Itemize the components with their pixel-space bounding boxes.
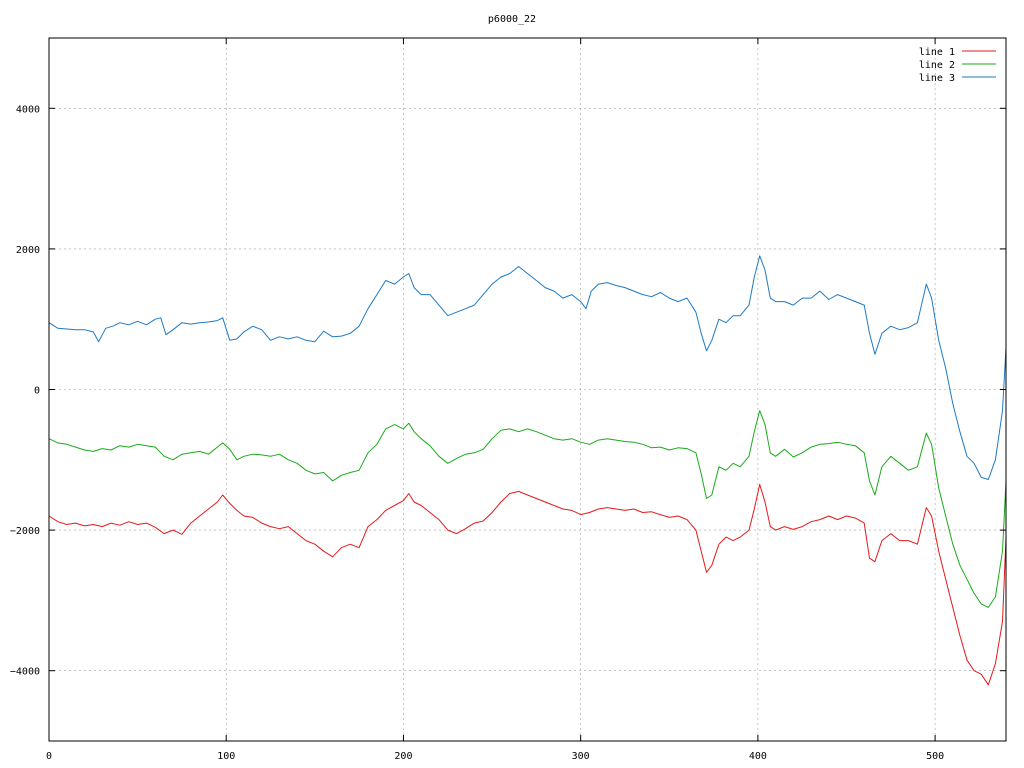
series-line-2 xyxy=(48,410,1007,608)
x-tick-label: 400 xyxy=(749,751,767,762)
legend-label-1: line 1 xyxy=(919,47,955,58)
chart-title: p6000_22 xyxy=(488,14,536,25)
series-line-3 xyxy=(48,255,1007,480)
legend: line 1 line 2 line 3 xyxy=(919,47,996,84)
y-tick-label: −4000 xyxy=(10,667,40,678)
x-tick-label: 100 xyxy=(217,751,235,762)
axis-ticks: 0 100 200 300 400 500 −4000 −2000 0 2000 4000 xyxy=(10,38,1006,762)
y-tick-label: 4000 xyxy=(16,104,40,115)
legend-label-2: line 2 xyxy=(919,60,955,71)
x-tick-label: 200 xyxy=(394,751,412,762)
x-tick-label: 500 xyxy=(926,751,944,762)
series-line-1 xyxy=(48,483,1007,686)
legend-label-3: line 3 xyxy=(919,73,955,84)
plot-frame xyxy=(48,37,1007,742)
grid-lines xyxy=(49,38,1006,741)
y-tick-label: 2000 xyxy=(16,245,40,256)
x-tick-label: 0 xyxy=(46,751,52,762)
y-tick-label: −2000 xyxy=(10,526,40,537)
y-tick-label: 0 xyxy=(34,386,40,397)
series-lines xyxy=(48,255,1007,686)
x-tick-label: 300 xyxy=(572,751,590,762)
